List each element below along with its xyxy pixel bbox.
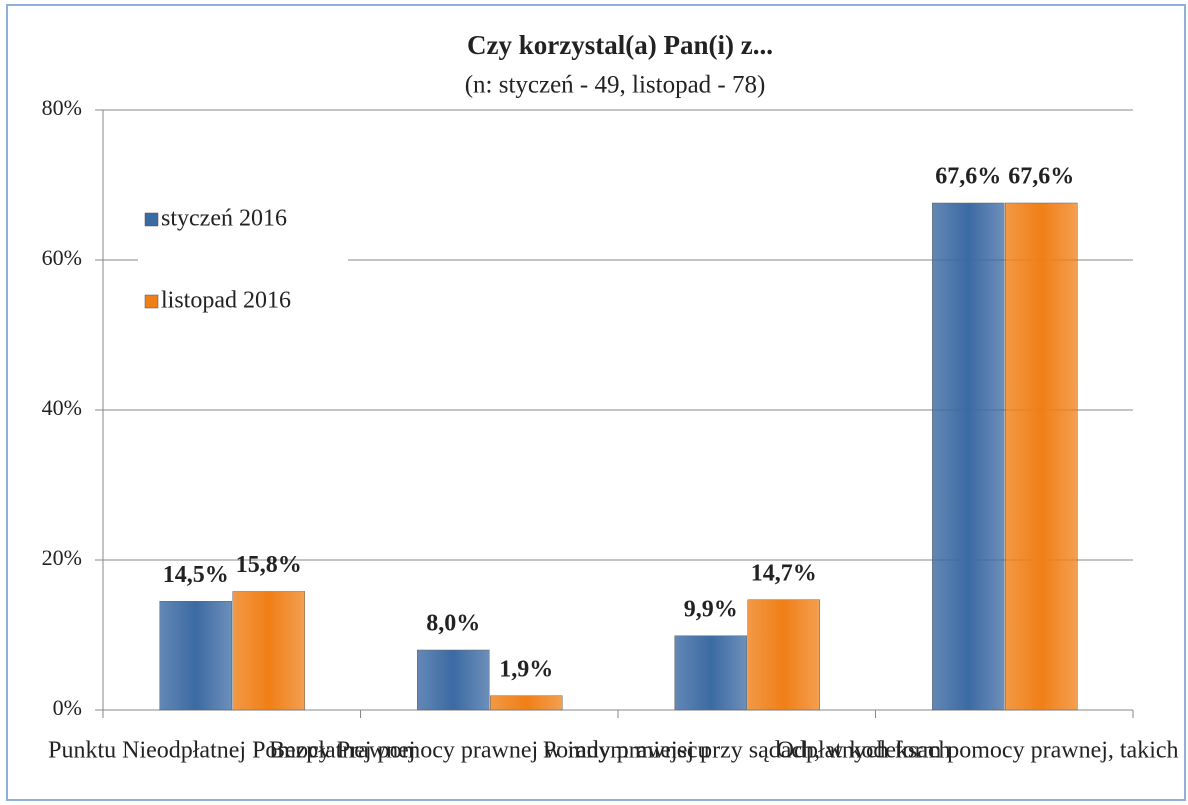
bar (490, 695, 563, 711)
legend-swatch (144, 294, 159, 309)
legend-box (138, 190, 348, 330)
bar (1005, 202, 1078, 711)
y-tick-label: 0% (53, 695, 82, 720)
data-label: 67,6% (935, 164, 1001, 190)
x-tick-label: Porady prawnej przy sądach, w kodeksach (543, 738, 951, 764)
legend-swatch (144, 212, 159, 227)
y-tick-label: 40% (42, 395, 82, 420)
data-label: 14,5% (163, 562, 229, 588)
y-tick-label: 60% (42, 245, 82, 270)
x-tick-label: Odpłatnych form pomocy prawnej, takich j… (777, 738, 1188, 764)
data-label: 1,9% (499, 656, 553, 682)
data-label: 9,9% (684, 596, 738, 622)
bar (159, 601, 232, 711)
chart-title: Czy korzystal(a) Pan(i) z... (467, 30, 773, 60)
plot: 0% 20% 40% 60% 80% Punktu Nieodpłatnej Pomocy… (42, 95, 1188, 764)
data-label: 8,0% (426, 611, 480, 637)
bar (232, 591, 305, 711)
bar (674, 635, 747, 711)
x-tick-label: Bezpłatnej pomocy prawnej w innym miejsc… (269, 738, 710, 764)
bar (417, 649, 490, 711)
y-tick-label: 80% (42, 95, 82, 120)
data-label: 14,7% (751, 560, 817, 586)
x-tick-label: Punktu Nieodpłatnej Pomocy Prawnej (48, 738, 415, 764)
bar (932, 202, 1005, 711)
legend-label: styczeń 2016 (161, 206, 287, 232)
data-label: 15,8% (236, 552, 302, 578)
legend-label: listopad 2016 (161, 288, 291, 314)
chart-subtitle: (n: styczeń - 49, listopad - 78) (465, 72, 766, 99)
data-label: 67,6% (1008, 164, 1074, 190)
y-tick-label: 20% (42, 545, 82, 570)
bar (747, 599, 820, 711)
